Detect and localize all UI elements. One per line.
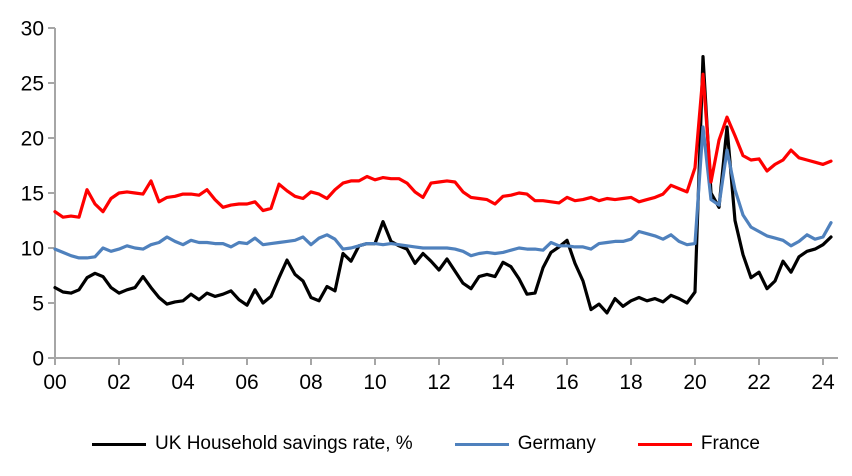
y-axis-label: 0 (32, 348, 44, 371)
legend-swatch-france (637, 442, 692, 446)
y-axis-label: 30 (21, 18, 44, 41)
legend-item-uk: UK Household savings rate, % (92, 433, 413, 455)
x-axis-label: 12 (427, 371, 450, 394)
x-axis-label: 08 (299, 371, 322, 394)
y-axis-label: 25 (21, 73, 44, 96)
y-axis-label: 20 (21, 128, 44, 151)
legend-item-germany: Germany (454, 433, 596, 455)
x-axis-label: 16 (555, 371, 578, 394)
x-axis-label: 18 (619, 371, 642, 394)
series-line-uk (53, 54, 833, 315)
y-axis-label: 5 (32, 293, 44, 316)
x-axis-label: 02 (107, 371, 130, 394)
x-axis-label: 24 (811, 371, 835, 394)
legend-label-france: France (700, 433, 760, 454)
y-axis-label: 15 (21, 183, 44, 206)
series-line-germany (53, 125, 833, 260)
savings-rate-line-chart: 0 5 10 15 20 25 30 00 02 04 06 08 10 12 14 16 18 20 22 24 (21, 18, 838, 394)
legend-label-germany: Germany (517, 433, 596, 454)
x-axis-label: 06 (235, 371, 258, 394)
x-axis-label: 22 (747, 371, 770, 394)
legend-swatch-uk (92, 442, 147, 446)
series-line-france (53, 72, 833, 219)
legend-item-france: France (637, 433, 760, 455)
y-axis-label: 10 (21, 238, 44, 261)
x-axis-label: 00 (43, 371, 66, 394)
x-axis-label: 04 (171, 371, 195, 394)
chart-legend: UK Household savings rate, % Germany Fra… (0, 433, 852, 455)
legend-swatch-germany (454, 442, 509, 446)
x-axis-label: 20 (683, 371, 706, 394)
legend-label-uk: UK Household savings rate, % (155, 433, 413, 454)
x-axis-label: 14 (491, 371, 515, 394)
x-axis-label: 10 (363, 371, 386, 394)
